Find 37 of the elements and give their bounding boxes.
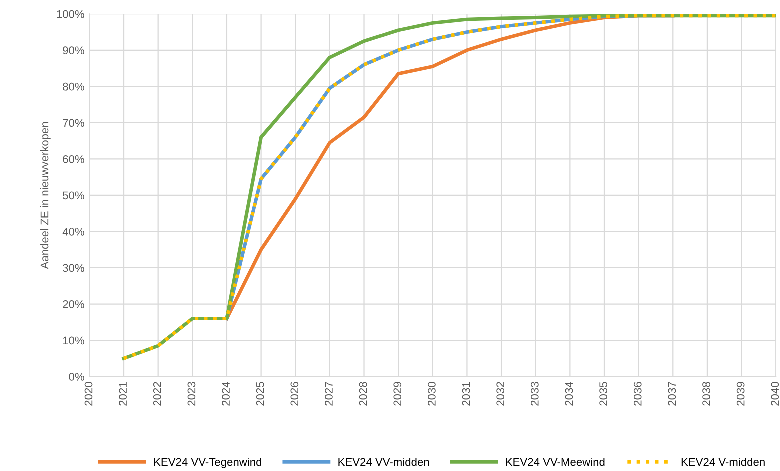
y-tick-label: 60%	[63, 155, 84, 164]
legend-label: KEV24 VV-Tegenwind	[154, 458, 262, 468]
x-tick-label: 2033	[530, 382, 539, 406]
y-tick-label: 70%	[63, 119, 84, 128]
x-tick-label: 2025	[256, 382, 264, 406]
x-tick-label: 2022	[153, 382, 162, 406]
y-axis-title: Aandeel ZE in nieuwverkopen	[40, 122, 51, 270]
y-tick-label: 50%	[63, 192, 84, 200]
x-tick-label: 2039	[736, 382, 745, 406]
y-tick-label: 40%	[62, 228, 84, 236]
x-tick-label: 2035	[600, 382, 608, 406]
x-tick-label: 2037	[668, 382, 676, 406]
x-tick-label: 2032	[496, 382, 505, 406]
y-tick-label: 90%	[63, 46, 84, 55]
legend-label: KEV24 V-midden	[682, 458, 765, 466]
x-tick-label: 2034	[565, 382, 574, 406]
y-tick-label: 30%	[63, 264, 84, 272]
x-tick-label: 2029	[394, 382, 402, 406]
y-tick-label: 20%	[63, 300, 84, 308]
x-tick-label: 2031	[462, 382, 470, 406]
x-tick-label: 2028	[359, 382, 368, 406]
legend-label: KEV24 VV-midden	[338, 458, 430, 466]
x-tick-label: 2026	[290, 382, 299, 406]
x-tick-label: 2024	[222, 382, 230, 406]
legend-label: KEV24 VV-Meewind	[506, 458, 605, 466]
y-tick-label: 100%	[57, 10, 84, 18]
x-tick-label: 2027	[325, 382, 333, 406]
y-tick-label: 10%	[63, 336, 84, 345]
y-tick-label: 0%	[69, 373, 84, 381]
y-tick-label: 80%	[63, 82, 84, 91]
x-tick-label: 2038	[702, 382, 710, 406]
x-tick-label: 2023	[188, 382, 196, 406]
x-tick-label: 2020	[84, 382, 93, 406]
x-tick-label: 2040	[771, 382, 780, 406]
x-tick-label: 2036	[634, 382, 642, 406]
x-tick-label: 2021	[119, 382, 128, 406]
x-tick-label: 2030	[428, 382, 436, 406]
